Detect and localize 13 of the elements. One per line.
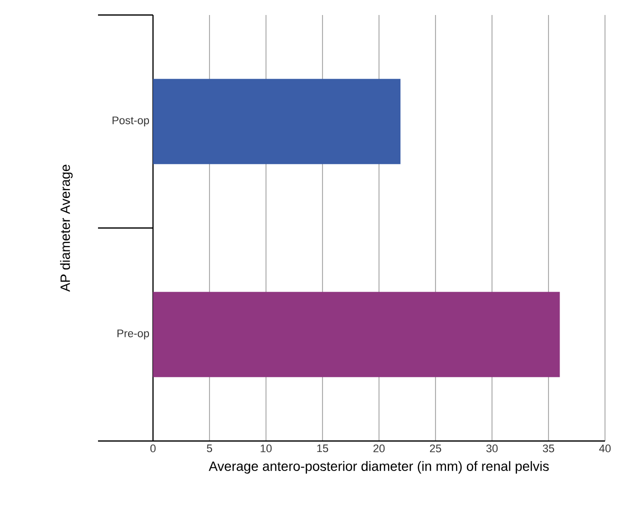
x-axis-title: Average antero-posterior diameter (in mm) of renal pelvis (208, 461, 549, 474)
x-tick-label: 25 (430, 444, 442, 452)
x-tick-label: 30 (486, 444, 498, 452)
x-tick-label: 5 (206, 444, 212, 452)
x-tick-label: 20 (373, 444, 385, 452)
y-tick-label: Pre-op (118, 330, 150, 340)
x-tick-label: 35 (542, 444, 554, 452)
x-tick-label: 0 (150, 444, 156, 452)
y-tick-label: Post-op (112, 116, 150, 126)
y-axis-title: AP diameter Average (60, 164, 73, 292)
x-tick-label: 15 (317, 444, 328, 452)
x-tick-label: 10 (260, 444, 272, 452)
x-tick-label: 40 (599, 444, 611, 452)
